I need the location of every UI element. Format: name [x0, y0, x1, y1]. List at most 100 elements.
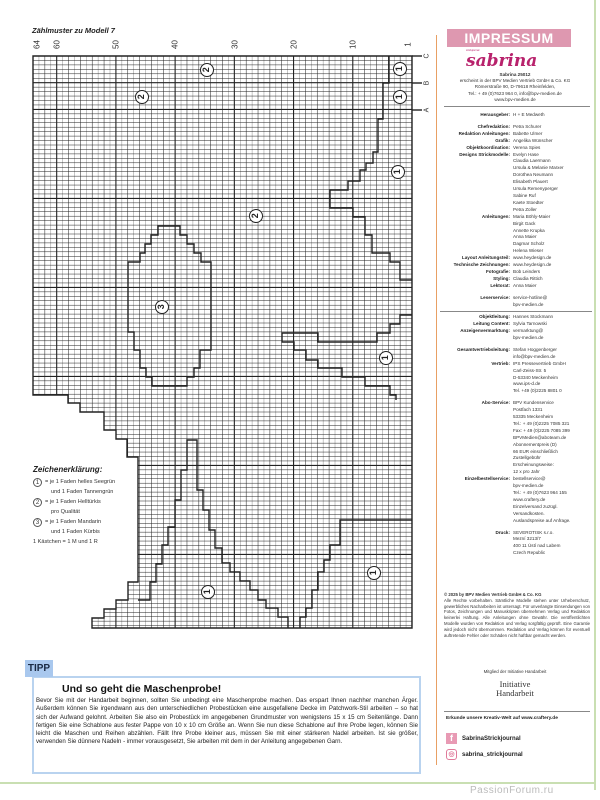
credit-row: Grafik: Angelika Wünscher: [440, 138, 592, 145]
credit-value: Angelika Wünscher: [513, 137, 553, 143]
credit-row: Leserservice: service-hotline@ bpv-medien.…: [440, 295, 592, 309]
legend-item: 2 = je 1 Faden Helltürkis pro Qualität: [33, 497, 143, 517]
color-symbol: 1: [393, 62, 407, 76]
sabrina-logo: sabrina: [466, 51, 538, 71]
tip-label: TIPP: [25, 660, 53, 677]
credit-label: Technische Zeichnungen:: [453, 262, 510, 268]
publisher-line: Tel.: + 49 (0)7623 964 0, info@bpv-medie…: [468, 90, 562, 96]
knitting-chart-grid: [32, 55, 422, 629]
credit-row: Layout Anleitungsteil: www.heydesign.de: [440, 255, 592, 262]
credit-row: Chefredaktion: Petra Schurer: [440, 124, 592, 131]
legend-item: 3 = je 1 Faden Mandarin und 1 Faden Kürbi…: [33, 517, 143, 537]
page-frame: [0, 782, 596, 784]
legend-text: = je 1 Faden Helltürkis: [45, 499, 101, 505]
credit-label: Leitung Content:: [473, 321, 510, 327]
credit-value: SEVEROTISK s.r.o. Mezní 3213/7 400 11 Ústí…: [513, 529, 561, 556]
legend-text: = je 1 Faden helles Seegrün: [45, 479, 116, 485]
instagram-link[interactable]: ◎ sabrina_strickjournal: [446, 749, 523, 760]
credit-label: Designs Strickmodelle:: [459, 151, 510, 157]
color-symbol: 3: [155, 300, 169, 314]
credit-value: vermarktung@ bpv-medien.de: [513, 328, 544, 340]
legend-title: Zeichenerklärung:: [33, 465, 103, 474]
publisher-line: www.bpv-medien.de: [494, 96, 536, 102]
color-symbol: 2: [200, 63, 214, 77]
grid-outline: [32, 55, 413, 629]
credit-value: Maria Böhly-Maier Birgit Gack Annette Krup…: [513, 213, 551, 254]
credit-label: Objektkoordination:: [466, 144, 510, 150]
facebook-icon: f: [446, 733, 457, 744]
credit-label: Herausgeber:: [480, 112, 510, 117]
issue-number: Sabrina 25012: [499, 72, 531, 77]
credit-value: Babette Ulmer: [513, 130, 543, 136]
copyright-text: Alle Rechte vorbehalten. Sämtliche Model…: [444, 597, 590, 638]
credits-list: Herausgeber: H + E Medweth Chefredaktion: P…: [440, 112, 592, 557]
credit-row: Vertrieb: IPS Pressevertrieb GmbH Carl-Zei…: [440, 361, 592, 396]
divider: [444, 711, 590, 712]
credit-label: Einzelbestellservice:: [464, 476, 510, 482]
credit-row: Leitung Content: Sylvia Tarnowski: [440, 321, 592, 328]
credit-value: BPV Kundenservice Postfach 1331 53335 Meck…: [513, 400, 570, 475]
motif-outline: [138, 439, 289, 628]
color-symbol: 1: [379, 351, 393, 365]
credit-label: Redaktion Anleitungen:: [458, 130, 510, 136]
credit-label: Grafik:: [495, 137, 510, 143]
motif-outline: [329, 56, 412, 281]
credit-row: Abo-Service: BPV Kundenservice Postfach 13…: [440, 400, 592, 476]
legend-text: pro Qualität: [51, 509, 80, 515]
credit-row: Objektkoordination: Verena Spies: [440, 145, 592, 152]
motif-outline: [281, 314, 412, 400]
publisher-line: erscheint in der BPV Medien Vertrieb Gmb…: [459, 78, 571, 84]
color-symbol: 1: [367, 566, 381, 580]
credit-label: Vertrieb:: [491, 360, 510, 366]
credit-label: Fotografie:: [486, 268, 510, 274]
facebook-link[interactable]: f SabrinaStrickjournal: [446, 733, 521, 744]
credit-row: Designs Strickmodelle: Evelyn Hase Claudia…: [440, 152, 592, 214]
credit-row: Redaktion Anleitungen: Babette Ulmer: [440, 131, 592, 138]
copyright: © 2025 by BPV Medien Vertrieb GmbH & Co.…: [444, 592, 590, 638]
impressum-banner: IMPRESSUM: [447, 29, 571, 47]
publisher-line: Römerstraße 90, D-79618 Rheinfelden,: [474, 84, 556, 90]
credit-label: Anleitungen:: [481, 213, 510, 219]
credit-row: Einzelbestellservice: bestellservice@ bpv-…: [440, 476, 592, 524]
instagram-handle: sabrina_strickjournal: [462, 751, 523, 758]
legend-text: = je 1 Faden Mandarin: [45, 519, 102, 525]
credit-value: service-hotline@ bpv-medien.de: [513, 294, 548, 307]
credit-value: Petra Schurer: [513, 123, 542, 129]
divider: [440, 311, 592, 313]
credit-value: Stefan Hoggenberger info@bpv-medien.de: [513, 346, 557, 359]
credit-row: Styling: Claudia Rittich: [440, 276, 592, 283]
credit-row: Technische Zeichnungen: www.heydesign.de: [440, 262, 592, 269]
color-symbol: 1: [393, 90, 407, 104]
credit-label: Gesamtvertriebsleitung:: [457, 346, 510, 352]
credit-value: Evelyn Hase Claudia Laermann Ursula & Mela…: [513, 151, 564, 212]
watermark: PassionForum.ru: [470, 785, 554, 796]
column-divider: [436, 35, 438, 765]
credit-label: Layout Anleitungsteil:: [461, 255, 510, 261]
credit-row: Gesamtvertriebsleitung: Stefan Hoggenberg…: [440, 347, 592, 361]
credit-label: Objektleitung:: [479, 314, 510, 320]
explore-link[interactable]: Erkunde unsere Kreativ-Welt auf www.craf…: [446, 716, 558, 721]
credit-value: Anna Maier: [513, 282, 537, 288]
color-symbol: 1: [201, 585, 215, 599]
tip-box: [32, 676, 421, 774]
credit-row: Anleitungen: Maria Böhly-Maier Birgit Gack…: [440, 214, 592, 255]
credit-value: Hannes Stockmann: [513, 314, 554, 320]
credit-value: www.heydesign.de: [513, 262, 552, 268]
tip-heading: Und so geht die Maschenprobe!: [62, 683, 222, 695]
legend-symbol: 3: [33, 517, 42, 527]
credit-value: H + E Medweth: [513, 112, 545, 117]
tip-body: Bevor Sie mit der Handarbeit beginnen, s…: [36, 697, 418, 746]
credit-label: Lektorat:: [490, 282, 510, 288]
logo-tagline: strickjournal: [466, 48, 480, 52]
credit-label: Abo-Service:: [481, 400, 510, 406]
instagram-icon: ◎: [446, 749, 457, 760]
membership-note: Mitglied der Initiative Handarbeit: [483, 669, 547, 674]
credit-label: Druck:: [495, 529, 510, 535]
motif-outline: [299, 519, 412, 628]
color-symbol: 1: [391, 165, 405, 179]
credit-value: Verena Spies: [513, 144, 541, 150]
credit-row: Druck: SEVEROTISK s.r.o. Mezní 3213/7 400 1…: [440, 530, 592, 558]
chart-title: Zählmuster zu Modell 7: [32, 26, 115, 35]
divider: [444, 106, 590, 107]
credit-value: www.heydesign.de: [513, 255, 552, 261]
